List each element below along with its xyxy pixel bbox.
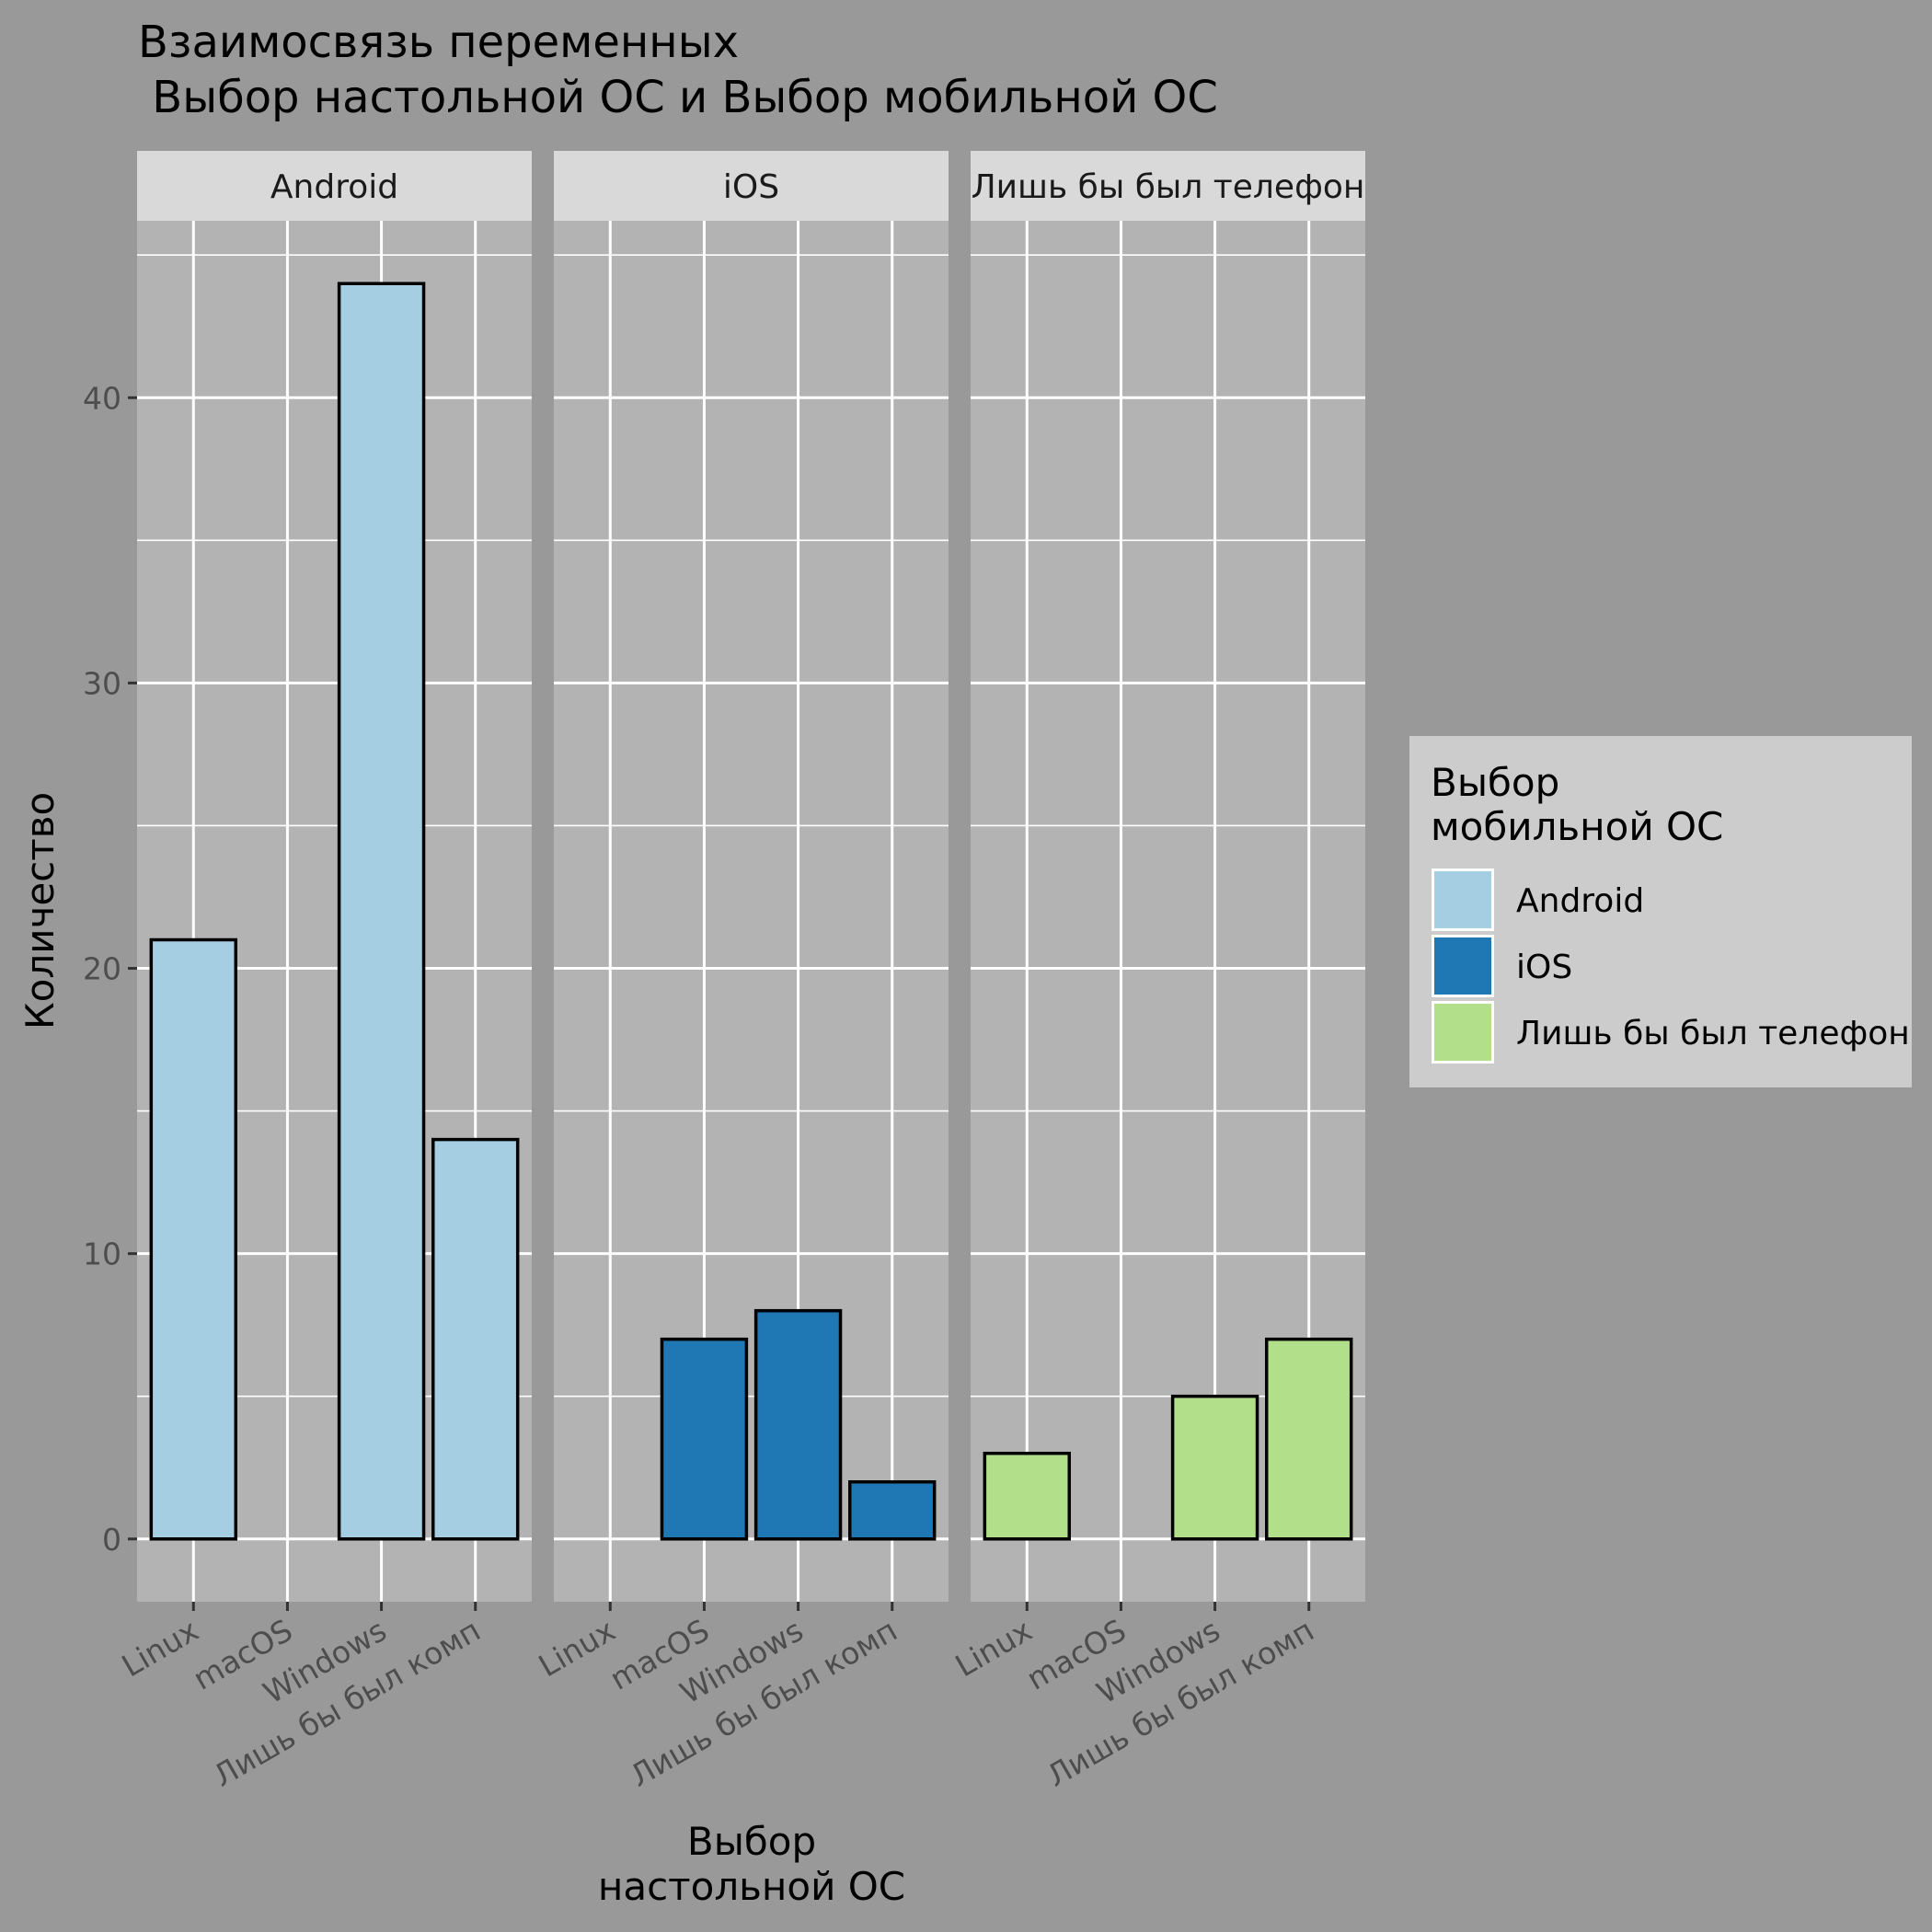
x-axis-title-line-1: Выбор [687, 1819, 816, 1864]
facet-strip-label: Android [270, 168, 398, 206]
legend-items: Android iOS Лишь бы был телефон [1432, 868, 1910, 1064]
facet-strip [554, 151, 949, 221]
legend-title-line-2: мобильной ОС [1431, 804, 1723, 849]
bar-Android-Windows [337, 282, 426, 1541]
y-tick-label: 0 [102, 1522, 121, 1558]
legend-item-label: Лишь бы был телефон [1516, 1015, 1910, 1052]
bar-iOS-Windows [753, 1308, 843, 1541]
facet-strip-label: Лишь бы был телефон [972, 168, 1365, 206]
legend-item-label: iOS [1516, 949, 1572, 986]
legend-key-swatch [1434, 1004, 1491, 1061]
bar-Лишь-бы-был-телефон-Windows [1170, 1394, 1259, 1541]
y-tick-label: 10 [83, 1236, 121, 1272]
bar-Android-Лишь-бы-был-комп [431, 1137, 520, 1541]
facet-strip-label: iOS [723, 168, 779, 206]
y-tick-label: 20 [83, 951, 121, 987]
legend: Выбор мобильной ОС Android iOS Лишь бы был… [1409, 736, 1912, 1087]
bar-iOS-macOS [660, 1337, 749, 1541]
chart-title-line-1: Взаимосвязь переменных [138, 17, 739, 68]
facet-strip [971, 151, 1365, 221]
legend-key-swatch [1434, 937, 1491, 995]
y-axis: 0 10 20 30 40 [83, 380, 137, 1558]
x-axis-title-line-2: настольной ОС [598, 1864, 905, 1909]
chart-title-line-2: Выбор настольной ОС и Выбор мобильной ОС [138, 72, 1218, 123]
panel-3: Лишь бы был телефонLinuxmacOSWindowsЛишь… [949, 151, 1365, 1794]
bar-Лишь-бы-был-телефон-Лишь-бы-был-комп [1265, 1337, 1353, 1541]
y-axis-title: Количество [17, 792, 63, 1029]
y-tick-label: 40 [83, 380, 121, 416]
panel-background [554, 221, 949, 1602]
y-tick-label: 30 [83, 665, 121, 701]
bar-Android-Linux [149, 937, 237, 1541]
legend-key-swatch [1434, 871, 1491, 928]
facet-strip [137, 151, 532, 221]
legend-item-label: Android [1516, 882, 1644, 920]
bar-iOS-Лишь-бы-был-комп [848, 1479, 937, 1541]
bar-Лишь-бы-был-телефон-Linux [983, 1451, 1071, 1541]
legend-title-line-1: Выбор [1431, 760, 1559, 805]
